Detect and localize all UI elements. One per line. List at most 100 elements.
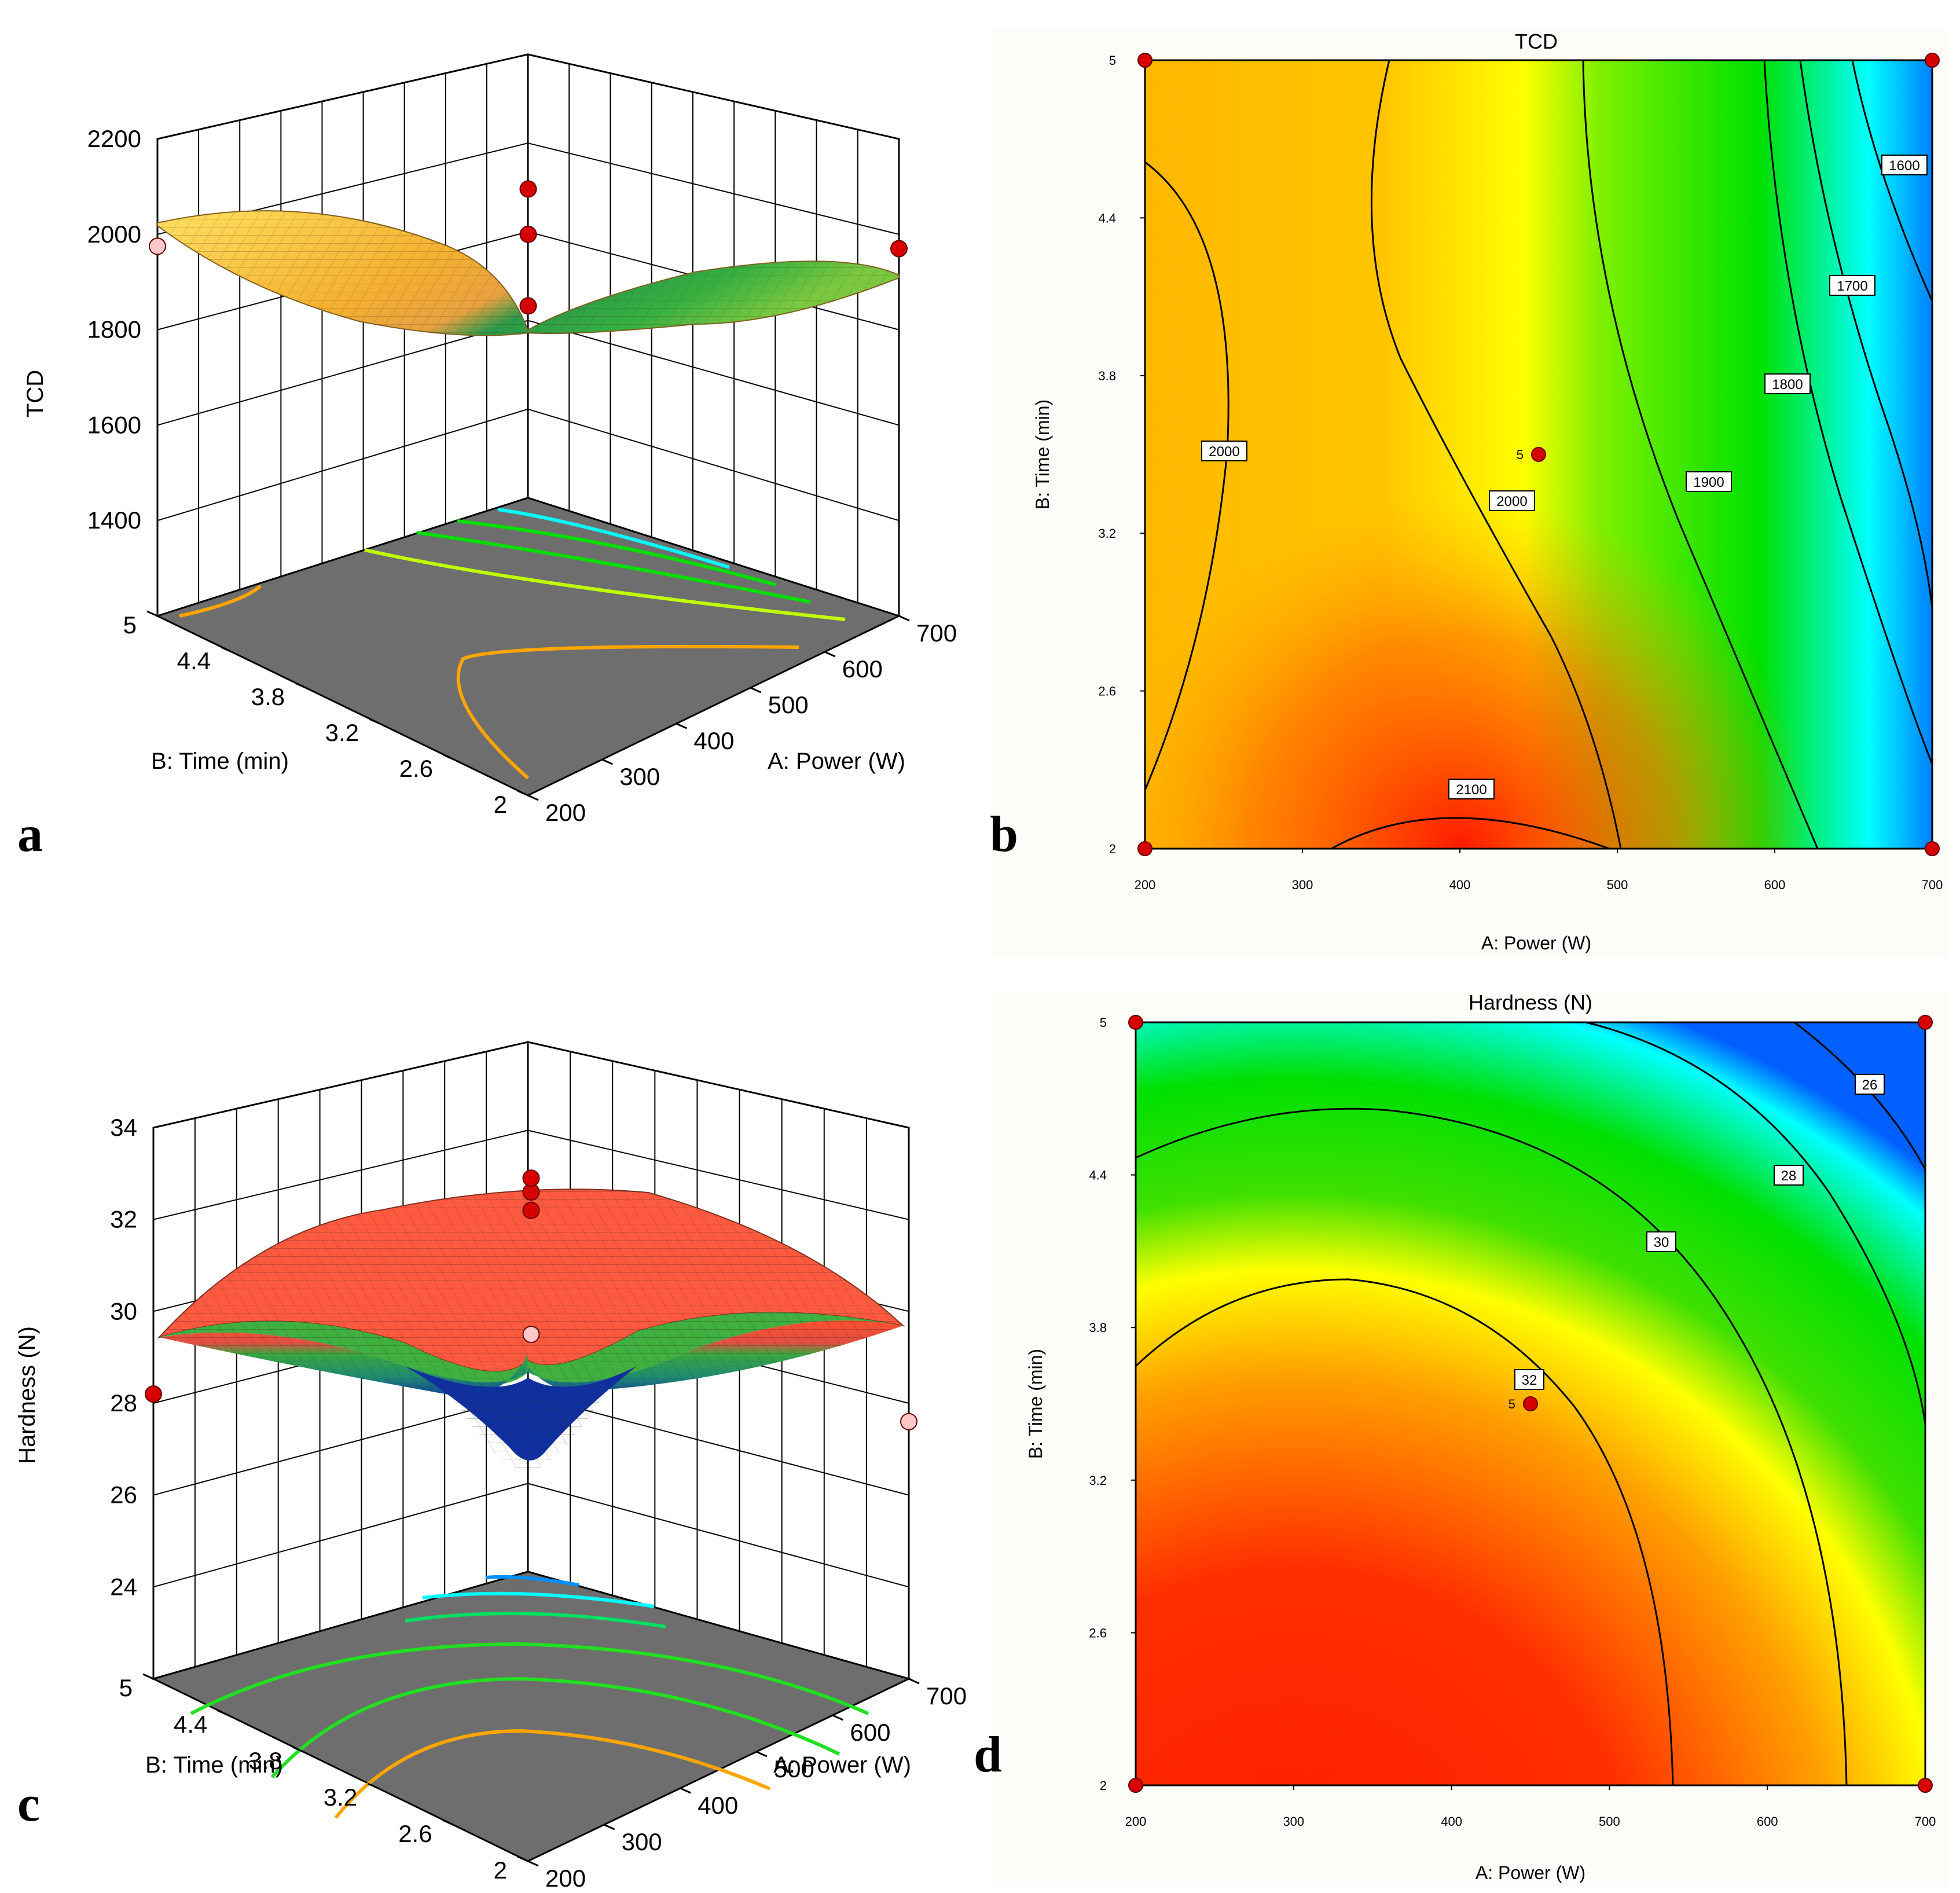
panel-d-contour-label: 28 bbox=[1781, 1168, 1797, 1184]
panel-a-a-tick-label: 200 bbox=[545, 799, 586, 826]
panel-a-a-tick bbox=[824, 651, 836, 658]
panel-d-y-tick-label: 3.2 bbox=[1089, 1473, 1107, 1488]
panel-a-a-tick bbox=[601, 758, 613, 765]
panel-d-y-tick-label: 2 bbox=[1100, 1778, 1107, 1793]
panel-c-z-tick-label: 24 bbox=[110, 1573, 137, 1600]
panel-b-ylabel: B: Time (min) bbox=[1032, 399, 1053, 509]
panel-a-surface-mesh bbox=[157, 211, 899, 336]
panel-c-b-tick bbox=[442, 1819, 454, 1826]
panel-b-contour-label-box bbox=[1489, 490, 1535, 511]
panel-b-contour-label: 1700 bbox=[1837, 278, 1867, 294]
panel-b-x-tick-label: 600 bbox=[1764, 878, 1786, 892]
panel-letter-b: b bbox=[990, 806, 1018, 863]
panel-c-b-tick bbox=[292, 1746, 304, 1753]
panel-b-contour-lines bbox=[1144, 60, 1933, 850]
panel-c-design-point bbox=[522, 1201, 540, 1219]
panel-a-a-tick-label: 500 bbox=[768, 691, 809, 718]
panel-b-y-tick-label: 5 bbox=[1109, 53, 1116, 68]
panel-a-b-tick-label: 3.2 bbox=[325, 719, 359, 746]
panel-b-contour-label: 1900 bbox=[1693, 475, 1724, 490]
panel-d-y-tick-label: 4.4 bbox=[1089, 1168, 1107, 1183]
panel-a-z-tick-label: 2200 bbox=[87, 125, 141, 152]
panel-b-contour-label-box bbox=[1686, 471, 1732, 492]
panel-b-design-point bbox=[1925, 53, 1940, 68]
panel-d-x-tick-label: 600 bbox=[1757, 1814, 1778, 1829]
panel-a-z-tick-label: 1600 bbox=[87, 411, 141, 438]
panel-d-center-point-count: 5 bbox=[1508, 1397, 1515, 1411]
panel-c-z-tick-label: 30 bbox=[110, 1297, 137, 1325]
panel-c-b-tick-label: 2.6 bbox=[398, 1820, 432, 1847]
panel-b-y-tick-label: 3.2 bbox=[1098, 526, 1116, 541]
panel-b-contour-label: 2100 bbox=[1456, 782, 1486, 798]
panel-a-surface-tcd: 1400 1600 1800 2000 2200 2 2.6 3.2 3.8 4.4 5 200 300… bbox=[17, 53, 957, 863]
panel-c-z-gridline-right bbox=[527, 1483, 909, 1588]
panel-a-a-tick bbox=[898, 615, 910, 622]
panel-c-a-tick bbox=[756, 1751, 768, 1758]
panel-a-b-tick-label: 2 bbox=[494, 791, 507, 818]
panel-a-design-point bbox=[519, 180, 537, 198]
panel-c-a-tick-label: 200 bbox=[545, 1865, 586, 1892]
panel-b-frame bbox=[1144, 59, 1933, 850]
panel-letter-c: c bbox=[17, 1776, 40, 1832]
panel-d-x-tick-label: 200 bbox=[1125, 1814, 1147, 1829]
panel-b-contour-label: 2000 bbox=[1209, 444, 1239, 460]
panel-d-design-point bbox=[1918, 1778, 1933, 1793]
panel-b-contour-label-box bbox=[1764, 373, 1811, 394]
panel-d-contour-label-box bbox=[1855, 1074, 1885, 1095]
panel-a-design-point bbox=[149, 237, 166, 255]
panel-c-a-tick-label: 300 bbox=[622, 1828, 662, 1855]
panel-c-z-gridline-left bbox=[153, 1129, 528, 1220]
panel-d-contour-label: 32 bbox=[1522, 1373, 1537, 1388]
panel-d-frame bbox=[1135, 1021, 1926, 1786]
panel-c-z-gridline-right bbox=[527, 1041, 909, 1128]
panel-a-design-point bbox=[519, 225, 537, 243]
panel-b-center-point bbox=[1531, 447, 1546, 462]
panel-c-b-tick-label: 3.8 bbox=[248, 1747, 282, 1774]
panel-a-z-gridline-left bbox=[157, 408, 528, 522]
panel-b-y-tick-label: 2.6 bbox=[1098, 684, 1116, 699]
panel-b-contour-label: 2000 bbox=[1496, 494, 1527, 509]
panel-c-design-point bbox=[900, 1413, 917, 1430]
panel-a-a-tick-label: 600 bbox=[842, 655, 883, 683]
panel-c-design-point bbox=[145, 1385, 162, 1403]
panel-a-z-tick-label: 1400 bbox=[87, 507, 141, 534]
panel-d-x-tick-label: 700 bbox=[1915, 1814, 1936, 1829]
panel-c-a-tick bbox=[908, 1678, 920, 1685]
panel-b-y-tick-label: 4.4 bbox=[1098, 211, 1116, 225]
panel-a-z-gridline-left bbox=[157, 320, 528, 426]
panel-d-xlabel: A: Power (W) bbox=[1475, 1862, 1585, 1883]
panel-c-b-tick-label: 4.4 bbox=[174, 1711, 207, 1738]
panel-a-b-tick bbox=[295, 682, 306, 689]
panel-c-a-tick bbox=[527, 1860, 539, 1867]
panel-a-a-tick-label: 300 bbox=[619, 763, 660, 790]
panel-d-center-point bbox=[1523, 1396, 1538, 1411]
panel-letter-a: a bbox=[17, 806, 43, 863]
panel-d-contour-hardness: 32 30 28 26 200 300 400 500 600 700 2 2.6 3.2 3.8 4.4… bbox=[974, 990, 1948, 1887]
panel-d-design-point bbox=[1128, 1015, 1143, 1030]
panel-a-a-tick bbox=[750, 687, 762, 694]
panel-b-y-tick-label: 2 bbox=[1109, 842, 1116, 856]
panel-a-z-tick-label: 1800 bbox=[87, 316, 141, 343]
panel-b-y-tick-label: 3.8 bbox=[1098, 369, 1116, 383]
panel-b-contour-label-box bbox=[1448, 779, 1495, 799]
panel-a-z-tick-label: 2000 bbox=[87, 221, 141, 248]
panel-b-x-tick-label: 300 bbox=[1292, 878, 1313, 892]
panel-d-ylabel: B: Time (min) bbox=[1025, 1349, 1046, 1459]
panel-a-b-tick bbox=[517, 790, 528, 797]
panel-b-title: TCD bbox=[1515, 30, 1558, 53]
panel-d-x-tick-label: 500 bbox=[1599, 1814, 1620, 1829]
panel-a-b-tick-label: 3.8 bbox=[251, 683, 285, 710]
panel-b-x-tick-label: 400 bbox=[1449, 878, 1471, 892]
panel-c-a-tick-label: 700 bbox=[926, 1682, 967, 1709]
panel-a-b-tick bbox=[221, 646, 232, 653]
panel-c-b-tick-label: 3.2 bbox=[324, 1784, 357, 1811]
panel-c-z-gridline-left bbox=[153, 1041, 528, 1128]
panel-c-b-tick bbox=[517, 1855, 528, 1862]
panel-a-z-gridline-right bbox=[527, 142, 900, 235]
panel-a-b-tick bbox=[369, 718, 380, 725]
panel-d-y-tick-label: 5 bbox=[1100, 1015, 1107, 1030]
panel-b-contour-label-box bbox=[1201, 441, 1247, 461]
panel-a-a-tick-label: 700 bbox=[916, 619, 957, 647]
panel-c-z-gridline-left bbox=[153, 1483, 528, 1588]
